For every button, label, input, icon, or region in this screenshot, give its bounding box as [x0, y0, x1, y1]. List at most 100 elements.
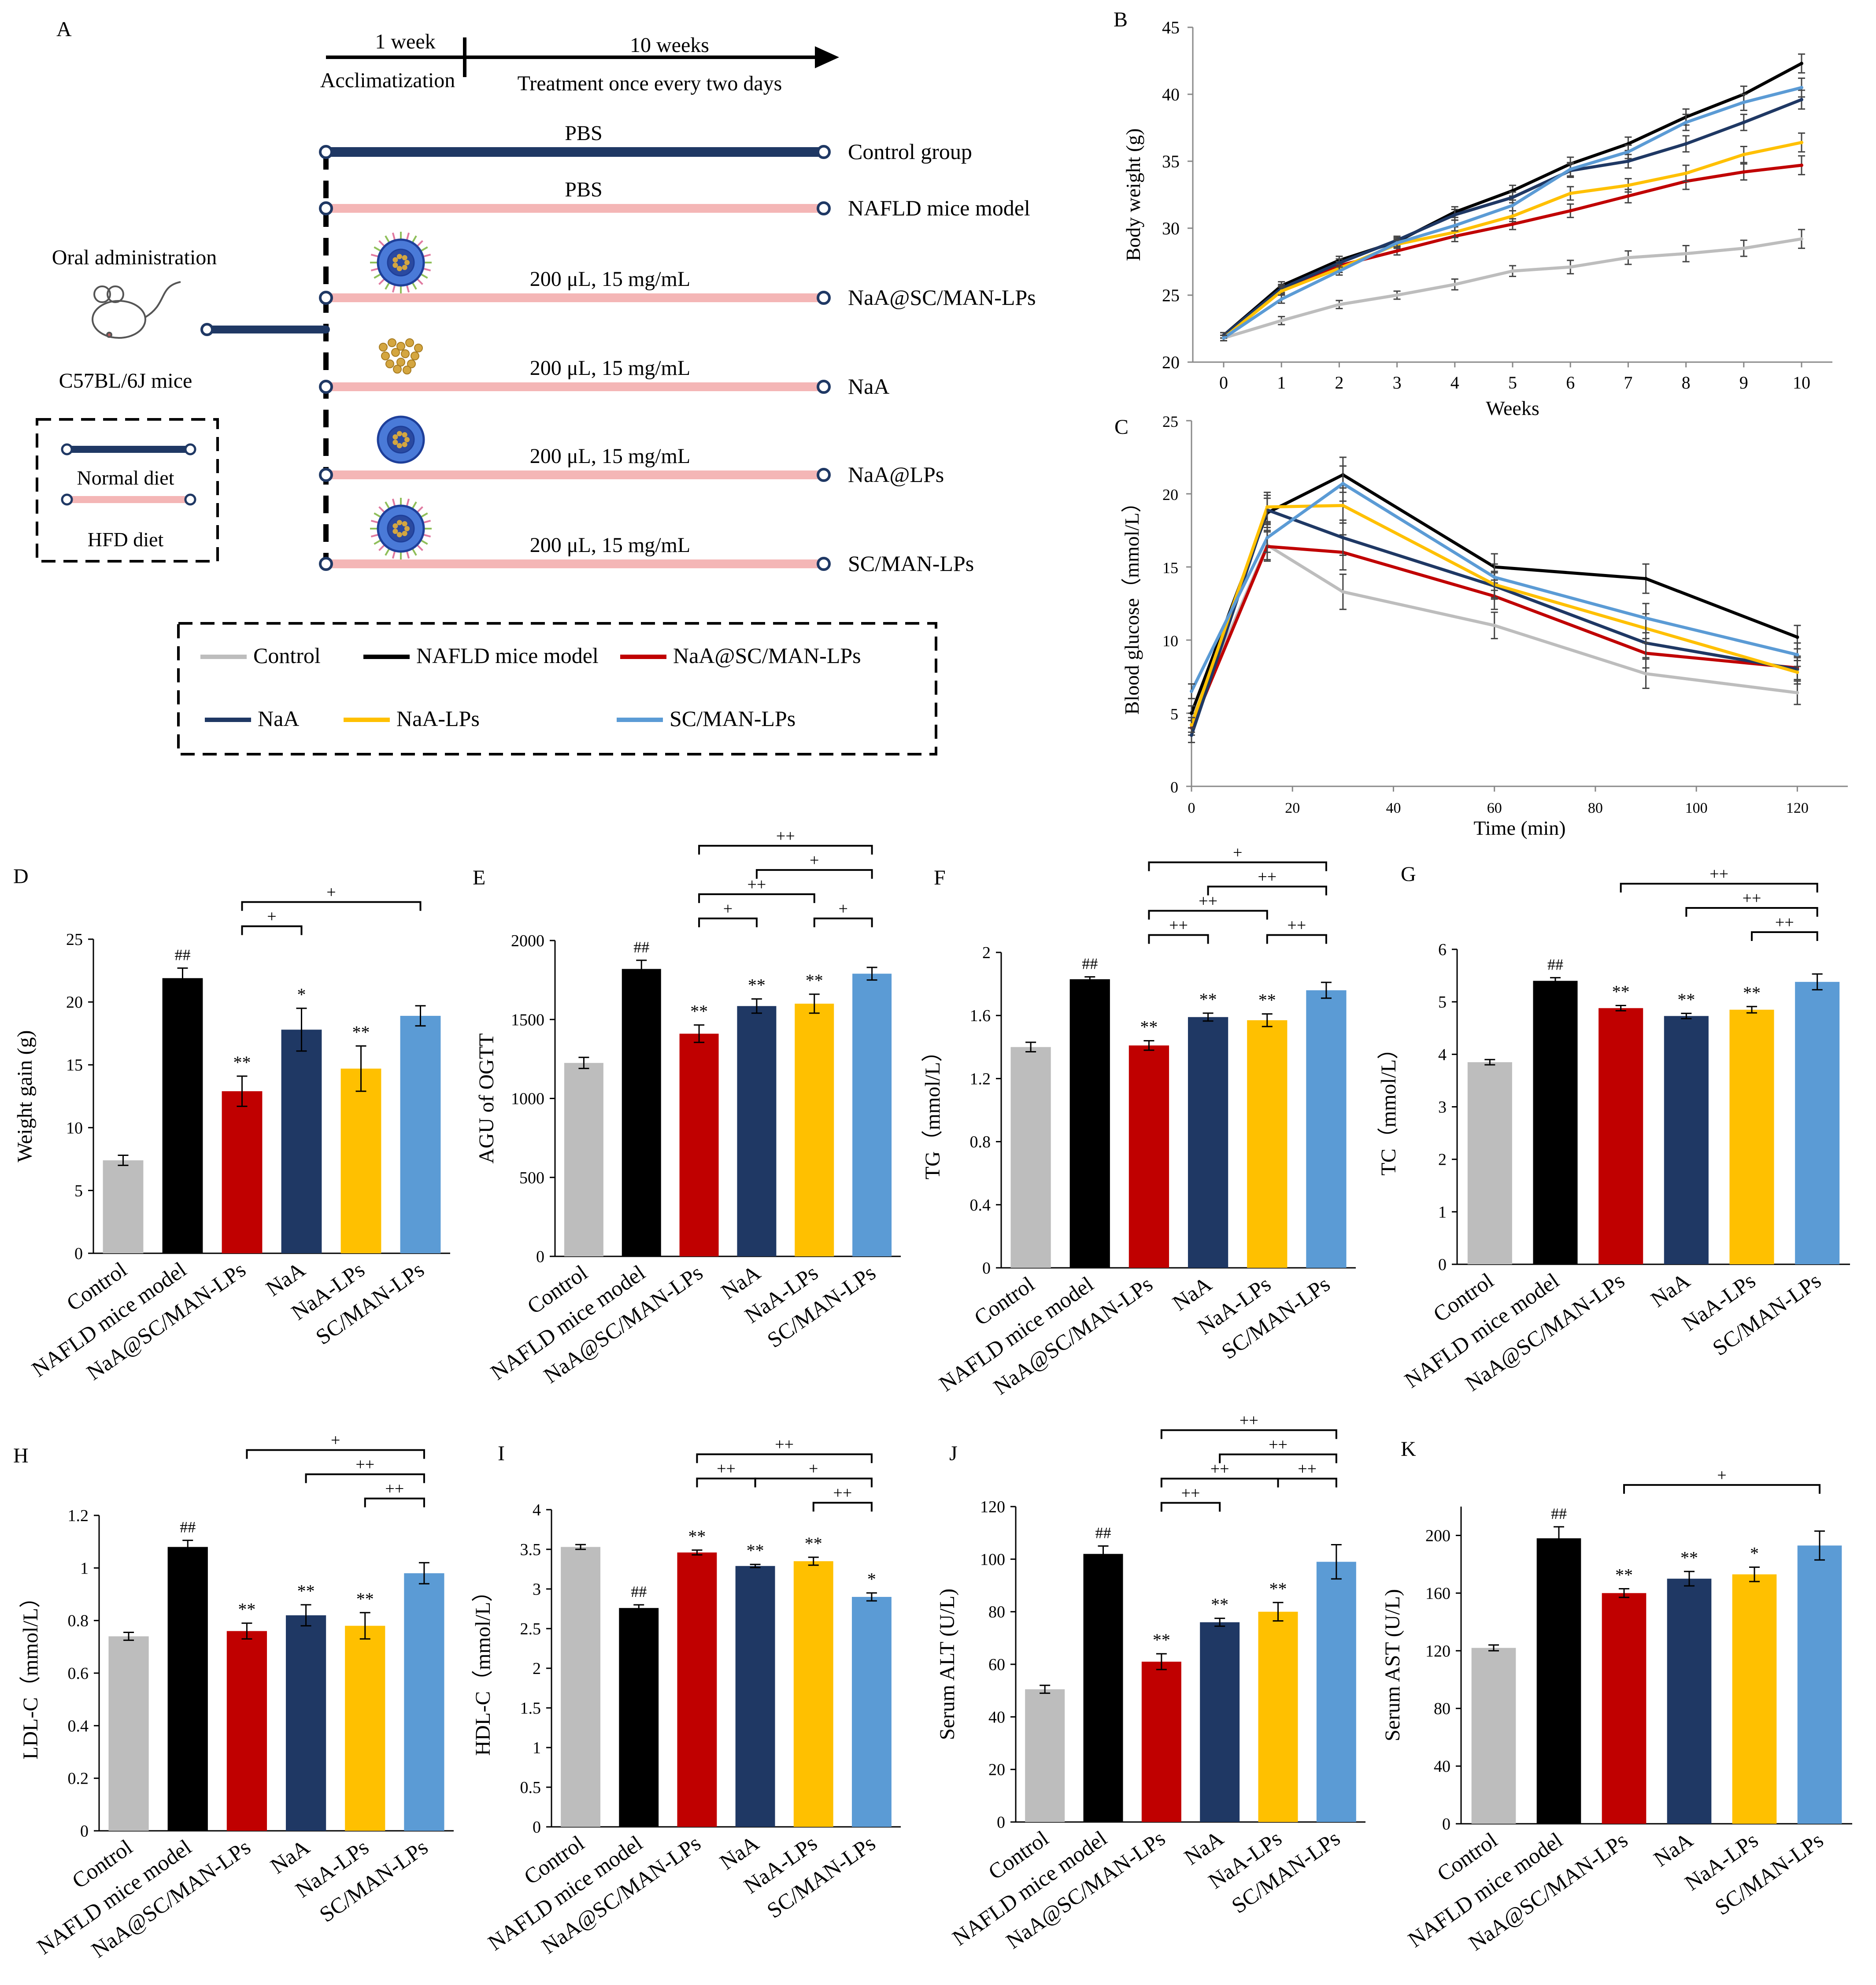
bracket-label: ++: [1743, 889, 1761, 907]
significance-bracket: ++: [1277, 1460, 1337, 1488]
x-tick-label: 100: [1685, 800, 1708, 816]
bracket-label: ++: [1298, 1460, 1317, 1478]
drug-granule: [411, 352, 419, 360]
y-tick-label: 25: [66, 930, 83, 949]
data-point: [1742, 246, 1746, 250]
data-point: [1280, 289, 1284, 293]
drug-granule: [403, 366, 411, 374]
drug-granule: [407, 359, 416, 368]
series-2: [1220, 155, 1805, 339]
y-tick-label: 20: [1162, 352, 1180, 372]
oral-administration-label: Oral administration: [52, 246, 217, 269]
bracket-label: +: [723, 900, 733, 918]
significance-mark: **: [297, 1581, 315, 1601]
significance-mark: **: [805, 1533, 822, 1553]
group-line-start-dot: [319, 468, 333, 482]
data-point: [1684, 120, 1688, 124]
x-tick-label: 40: [1386, 800, 1401, 816]
group-line-start-dot: [319, 201, 333, 215]
bracket-label: ++: [1258, 867, 1277, 886]
y-tick-label: 1: [533, 1739, 541, 1757]
data-point: [1795, 635, 1799, 639]
drug-granule: [392, 523, 398, 529]
y-tick-label: 40: [1162, 85, 1180, 104]
bar: [1069, 979, 1110, 1268]
y-tick-label: 120: [1425, 1642, 1450, 1660]
bar: [340, 1068, 381, 1253]
color-legend: Control NAFLD mice model NaA@SC/MAN-LPs NaA…: [200, 643, 861, 731]
significance-mark: ##: [1082, 955, 1098, 972]
y-tick-label: 160: [1425, 1584, 1450, 1603]
data-point: [1644, 577, 1648, 581]
y-tick-label: 1: [1438, 1203, 1447, 1222]
group-name-label: Control group: [848, 139, 972, 164]
drug-granule: [404, 526, 410, 531]
y-tick-label: 2.5: [520, 1620, 541, 1638]
legend-label: NaA-LPs: [396, 706, 480, 731]
group-dose-label: 200 μL, 15 mg/mL: [530, 267, 690, 291]
bracket-line: [364, 1497, 425, 1507]
y-tick-label: 1.2: [68, 1507, 89, 1525]
significance-bracket: +: [755, 851, 873, 879]
bracket-label: ++: [1709, 865, 1728, 883]
bracket-line: [1623, 1484, 1820, 1494]
significance-bracket: ++: [1148, 916, 1209, 944]
y-tick-label: 2: [982, 944, 991, 962]
bar: [162, 978, 203, 1253]
significance-mark: **: [233, 1052, 251, 1072]
significance-bracket: +: [241, 883, 422, 911]
color-legend-box: [177, 622, 937, 755]
y-tick-label: 4: [533, 1501, 541, 1519]
bracket-label: +: [809, 1459, 818, 1478]
y-tick-label: 0.8: [970, 1133, 991, 1152]
data-point: [1337, 303, 1341, 307]
significance-bracket: ++: [698, 875, 815, 903]
timeline-acclimatization: Acclimatization: [320, 69, 455, 92]
chart-i: I00.511.522.533.54HDL-C（mmol/L）Control##…: [471, 1435, 901, 1959]
y-tick-label: 0.4: [970, 1196, 991, 1215]
bar: [1664, 1016, 1709, 1264]
panel-label: K: [1401, 1437, 1416, 1461]
bar: [564, 1063, 603, 1256]
y-axis-title: TG（mmol/L）: [921, 1041, 944, 1180]
bracket-label: +: [810, 851, 819, 870]
y-tick-label: 40: [1434, 1757, 1450, 1776]
data-point: [1511, 204, 1514, 207]
x-tick-label: 8: [1682, 373, 1691, 393]
x-tick-label: 20: [1285, 800, 1300, 816]
bar: [1471, 1648, 1516, 1824]
bracket-line: [696, 1453, 873, 1463]
legend-label: SC/MAN-LPs: [670, 706, 796, 731]
x-tick-label: 120: [1786, 800, 1809, 816]
significance-bracket: ++: [698, 827, 873, 855]
bracket-line: [1160, 1502, 1221, 1512]
y-axis-title: Serum ALT (U/L): [936, 1589, 959, 1740]
x-tick-label: 5: [1508, 373, 1517, 393]
bracket-line: [305, 1473, 425, 1483]
data-point: [1453, 282, 1457, 286]
x-axis-title: Weeks: [1486, 397, 1539, 419]
panel-label: D: [13, 865, 29, 888]
group-dose-label: PBS: [565, 178, 602, 201]
data-point: [1511, 269, 1514, 273]
data-point: [1626, 159, 1630, 163]
bar: [1732, 1574, 1777, 1824]
y-tick-label: 15: [66, 1056, 83, 1074]
drug-granule: [392, 440, 398, 445]
bar: [1083, 1554, 1123, 1822]
legend-label: NaA@SC/MAN-LPs: [673, 643, 861, 668]
y-tick-label: 2000: [511, 932, 544, 950]
bar: [1306, 990, 1347, 1268]
significance-mark: **: [1258, 990, 1276, 1010]
y-tick-label: 100: [980, 1550, 1005, 1569]
data-point: [1800, 237, 1803, 241]
y-axis-title: Weight gain (g): [13, 1030, 37, 1162]
bar: [561, 1547, 601, 1827]
data-point: [1511, 214, 1514, 218]
bar: [679, 1033, 719, 1256]
hfd-diet-dot-left: [61, 493, 73, 506]
y-tick-label: 0.5: [520, 1778, 541, 1797]
bar: [285, 1615, 326, 1831]
